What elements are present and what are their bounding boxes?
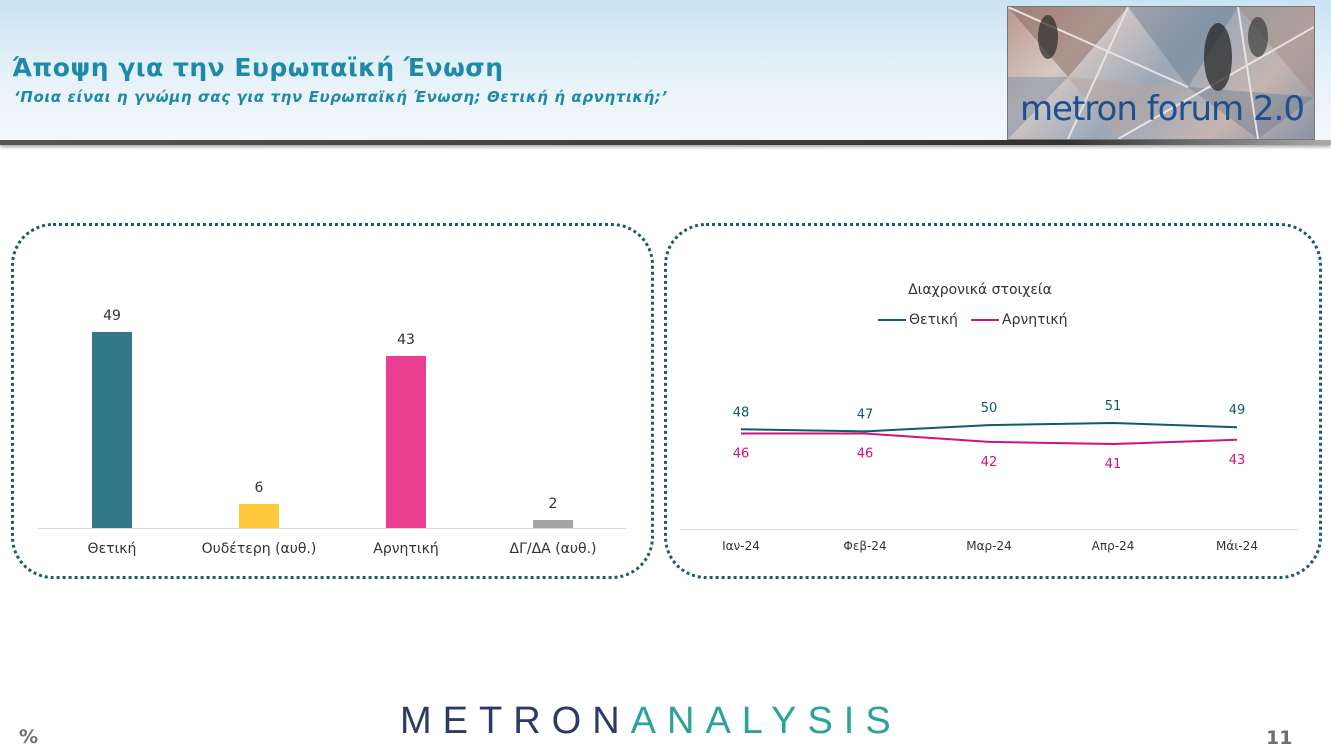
- header-divider: [0, 140, 1331, 145]
- bar-value-label-2: 43: [397, 332, 415, 348]
- bar-1: [239, 504, 279, 528]
- line-chart-title: Διαχρονικά στοιχεία: [908, 282, 1052, 298]
- legend-item-positive: Θετική: [878, 312, 958, 328]
- x-axis-label-3: Απρ-24: [1091, 539, 1135, 553]
- x-axis-label-1: Φεβ-24: [843, 539, 887, 553]
- metron-forum-logo: metron forum 2.0: [1007, 6, 1315, 140]
- page-subtitle: ‘Ποια είναι η γνώμη σας για την Ευρωπαϊκ…: [14, 88, 668, 106]
- logo-background-graphic: [1008, 7, 1314, 139]
- bar-value-label-1: 6: [254, 480, 264, 496]
- x-axis-label-4: Μάι-24: [1216, 539, 1258, 553]
- legend-swatch-negative: [971, 319, 999, 321]
- percent-symbol: %: [19, 726, 39, 748]
- bar-3: [533, 520, 573, 528]
- bar-category-label-3: ΔΓ/ΔΑ (αυθ.): [509, 541, 597, 557]
- line-chart-baseline: [680, 529, 1298, 530]
- logo-text: metron forum 2.0: [1019, 89, 1305, 129]
- legend-label-positive: Θετική: [909, 312, 958, 328]
- legend-item-negative: Αρνητική: [971, 312, 1067, 328]
- brand-part-metron: METRON: [400, 700, 631, 742]
- bar-2: [386, 356, 426, 528]
- bar-chart-baseline: [38, 528, 626, 529]
- bar-value-label-3: 2: [548, 496, 558, 512]
- bar-0: [92, 332, 132, 528]
- line-chart-panel: [664, 223, 1322, 579]
- legend-label-negative: Αρνητική: [1002, 312, 1068, 328]
- bar-category-label-2: Αρνητική: [373, 541, 439, 557]
- x-axis-label-0: Ιαν-24: [722, 539, 760, 553]
- x-axis-label-2: Μαρ-24: [966, 539, 1012, 553]
- page-title: Άποψη για την Ευρωπαϊκή Ένωση: [12, 53, 504, 82]
- bar-chart-panel: [11, 223, 654, 579]
- bar-value-label-0: 49: [103, 308, 121, 324]
- metron-analysis-logo: METRONANALYSIS: [400, 700, 902, 743]
- brand-part-analysis: ANALYSIS: [630, 700, 902, 742]
- bar-category-label-0: Θετική: [87, 541, 137, 557]
- page-number: 11: [1266, 727, 1293, 749]
- legend-swatch-positive: [878, 319, 906, 321]
- bar-category-label-1: Ουδέτερη (αυθ.): [201, 541, 317, 557]
